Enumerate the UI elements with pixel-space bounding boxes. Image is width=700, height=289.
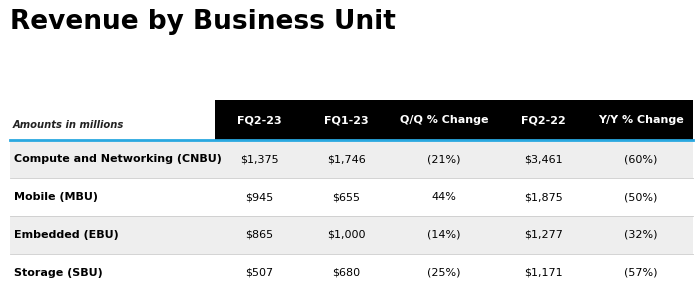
Bar — [10, 216, 693, 254]
Text: FQ2-23: FQ2-23 — [237, 115, 281, 125]
Text: 44%: 44% — [431, 192, 456, 202]
Bar — [216, 100, 693, 140]
Text: (25%): (25%) — [427, 268, 461, 278]
Text: FQ2-22: FQ2-22 — [521, 115, 566, 125]
Text: $945: $945 — [245, 192, 273, 202]
Text: $1,277: $1,277 — [524, 230, 563, 240]
Text: (32%): (32%) — [624, 230, 657, 240]
Text: Embedded (EBU): Embedded (EBU) — [14, 230, 119, 240]
Text: Revenue by Business Unit: Revenue by Business Unit — [10, 9, 395, 35]
Bar — [10, 140, 693, 178]
Text: $1,171: $1,171 — [524, 268, 562, 278]
Bar — [10, 178, 693, 216]
Text: $3,461: $3,461 — [524, 154, 562, 164]
Text: (60%): (60%) — [624, 154, 657, 164]
Text: (21%): (21%) — [427, 154, 461, 164]
Text: $1,875: $1,875 — [524, 192, 563, 202]
Text: $865: $865 — [245, 230, 273, 240]
Text: $655: $655 — [332, 192, 360, 202]
Text: Q/Q % Change: Q/Q % Change — [400, 115, 488, 125]
Bar — [10, 254, 693, 289]
Text: Amounts in millions: Amounts in millions — [13, 120, 124, 130]
Text: Storage (SBU): Storage (SBU) — [14, 268, 103, 278]
Text: Compute and Networking (CNBU): Compute and Networking (CNBU) — [14, 154, 222, 164]
Text: $507: $507 — [245, 268, 273, 278]
Text: $1,000: $1,000 — [327, 230, 365, 240]
Text: Y/Y % Change: Y/Y % Change — [598, 115, 684, 125]
Text: $1,746: $1,746 — [327, 154, 365, 164]
Text: FQ1-23: FQ1-23 — [324, 115, 368, 125]
Text: (14%): (14%) — [427, 230, 461, 240]
Text: (50%): (50%) — [624, 192, 657, 202]
Text: $1,375: $1,375 — [239, 154, 279, 164]
Text: Mobile (MBU): Mobile (MBU) — [14, 192, 98, 202]
Text: (57%): (57%) — [624, 268, 657, 278]
Text: $680: $680 — [332, 268, 361, 278]
